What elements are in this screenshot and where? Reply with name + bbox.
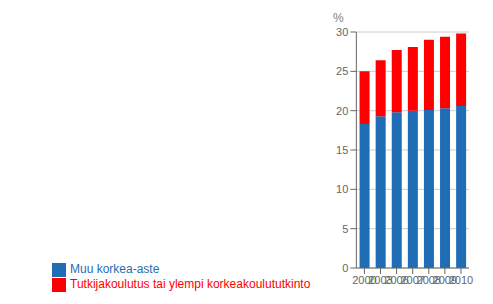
svg-text:0: 0 [342,262,348,274]
svg-text:25: 25 [336,65,348,77]
svg-text:2008: 2008 [416,273,441,286]
svg-text:20: 20 [336,105,348,117]
svg-text:2010: 2010 [449,274,473,286]
html-text:Tutkijakoulutus tai ylempi kor: Tutkijakoulutus tai ylempi korkeakoulutu… [70,277,311,292]
svg-text:2007: 2007 [400,273,425,286]
svg-text:15: 15 [336,144,348,156]
svg-text:2000: 2000 [352,273,377,286]
svg-text:10: 10 [336,183,348,195]
svg-text:5: 5 [342,223,348,235]
svg-text:30: 30 [336,26,348,38]
svg-text:2006: 2006 [384,273,409,286]
svg-text:2003: 2003 [368,273,393,286]
html-text:Muu korkea-aste: Muu korkea-aste [70,262,160,277]
svg-text:2009: 2009 [432,273,458,286]
svg-text:%: % [333,11,344,25]
